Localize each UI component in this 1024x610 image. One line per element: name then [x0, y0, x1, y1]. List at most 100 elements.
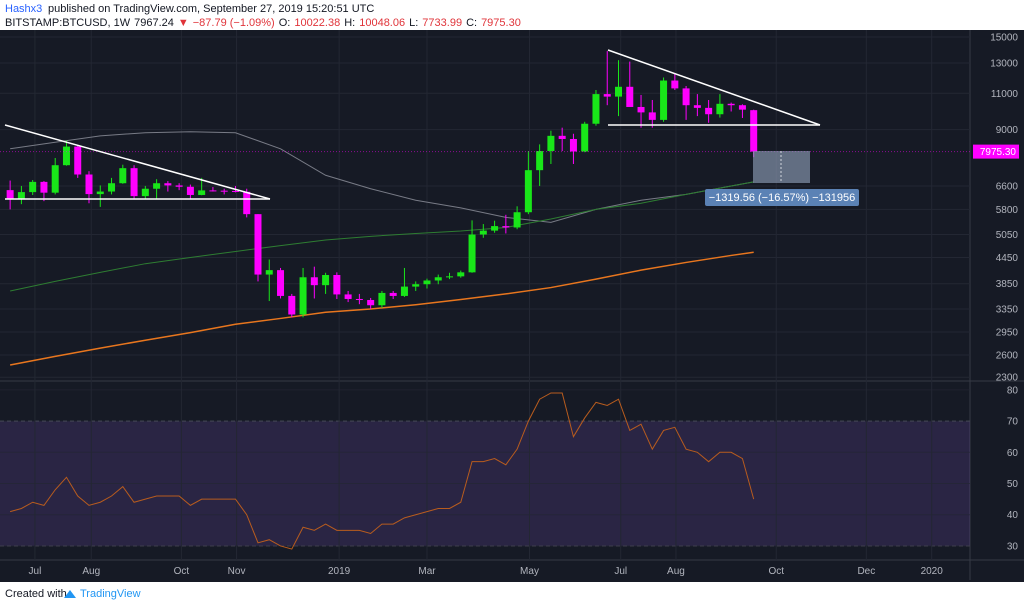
candle-body — [502, 226, 510, 228]
candle-body — [85, 174, 93, 195]
footer-created: Created with — [5, 588, 67, 600]
published: published on TradingView.com, September … — [48, 3, 374, 15]
l-label: L: — [409, 17, 418, 29]
candle-body — [693, 105, 701, 108]
candle-body — [569, 138, 577, 152]
h-label: H: — [344, 17, 355, 29]
candle-body — [660, 80, 668, 120]
l-value: 7733.99 — [422, 17, 462, 29]
candle-body — [310, 277, 318, 286]
y-tick-label: 15000 — [990, 32, 1018, 43]
y-tick-label: 40 — [1007, 510, 1019, 521]
publisher: Hashx3 — [5, 3, 42, 15]
candle-body — [367, 300, 375, 306]
candle-body — [682, 88, 690, 106]
candle-body — [513, 212, 521, 228]
candle-body — [74, 146, 82, 175]
o-label: O: — [279, 17, 291, 29]
moving-average — [9, 251, 754, 366]
y-tick-label: 3850 — [996, 279, 1019, 290]
x-tick-label: May — [520, 566, 539, 577]
y-tick-label: 80 — [1007, 385, 1019, 396]
x-tick-label: Jul — [614, 566, 627, 577]
candle-body — [17, 192, 25, 199]
candle-body — [186, 186, 194, 195]
change: −87.79 (−1.09%) — [193, 17, 275, 29]
candle-body — [468, 234, 476, 273]
o-value: 10022.38 — [294, 17, 340, 29]
x-tick-label: Nov — [228, 566, 246, 577]
candle-body — [491, 226, 499, 231]
candle-body — [434, 277, 442, 281]
x-tick-label: 2019 — [328, 566, 351, 577]
candle-body — [62, 146, 70, 166]
y-tick-label: 9000 — [996, 125, 1019, 136]
x-tick-label: Aug — [82, 566, 100, 577]
candle-body — [671, 80, 679, 89]
candle-body — [164, 183, 172, 186]
y-tick-label: 70 — [1007, 417, 1019, 428]
candle-body — [333, 275, 341, 295]
c-label: C: — [466, 17, 477, 29]
candle-body — [626, 86, 634, 107]
candle-body — [547, 135, 555, 152]
candle-body — [378, 292, 386, 306]
candle-body — [243, 191, 251, 215]
rsi-line — [10, 392, 755, 550]
candle-body — [198, 190, 206, 195]
candle-body — [299, 277, 307, 315]
candle-body — [389, 292, 397, 296]
candle-body — [108, 183, 116, 192]
last-price-label: 7975.30 — [980, 147, 1017, 158]
candle-body — [322, 275, 330, 286]
candle-body — [423, 280, 431, 285]
x-tick-label: Mar — [418, 566, 436, 577]
candle-body — [96, 191, 104, 195]
candle-body — [558, 135, 566, 139]
moving-average — [10, 131, 754, 223]
candle-body — [412, 284, 420, 287]
candle-body — [220, 190, 228, 192]
y-tick-label: 3350 — [996, 304, 1019, 315]
y-tick-label: 2300 — [996, 373, 1019, 384]
price: 7967.24 — [134, 17, 174, 29]
candle-body — [231, 190, 239, 192]
y-tick-label: 5050 — [996, 230, 1019, 241]
candle-body — [581, 123, 589, 152]
x-tick-label: 2020 — [921, 566, 944, 577]
y-tick-label: 50 — [1007, 479, 1019, 490]
candle-body — [479, 230, 487, 235]
y-tick-label: 4450 — [996, 253, 1019, 264]
h-value: 10048.06 — [359, 17, 405, 29]
candle-body — [130, 168, 138, 197]
trendline — [4, 124, 271, 200]
y-tick-label: 5800 — [996, 205, 1019, 216]
candle-body — [446, 276, 454, 278]
candle-body — [603, 94, 611, 97]
x-tick-label: Jul — [29, 566, 42, 577]
measure-label: −1319.56 (−16.57%) −131956 — [709, 192, 856, 204]
candle-body — [750, 110, 758, 152]
candle-body — [175, 185, 183, 187]
x-tick-label: Aug — [667, 566, 685, 577]
y-tick-label: 2950 — [996, 328, 1019, 339]
candle-body — [6, 190, 14, 199]
candle-body — [40, 181, 48, 193]
candle-body — [615, 86, 623, 97]
rsi-bg — [0, 383, 970, 560]
candle-body — [344, 294, 352, 299]
x-tick-label: Oct — [174, 566, 190, 577]
footer-brand: TradingView — [80, 588, 141, 600]
y-tick-label: 30 — [1007, 541, 1019, 552]
y-tick-label: 6600 — [996, 181, 1019, 192]
candle-body — [355, 298, 363, 301]
candle-body — [288, 295, 296, 315]
candle-body — [254, 214, 262, 275]
candle-body — [727, 103, 735, 106]
candle-body — [705, 107, 713, 115]
y-tick-label: 13000 — [990, 58, 1018, 69]
candle-body — [738, 105, 746, 110]
candle-body — [524, 170, 532, 213]
candle-body — [648, 112, 656, 120]
candle-body — [265, 270, 273, 275]
